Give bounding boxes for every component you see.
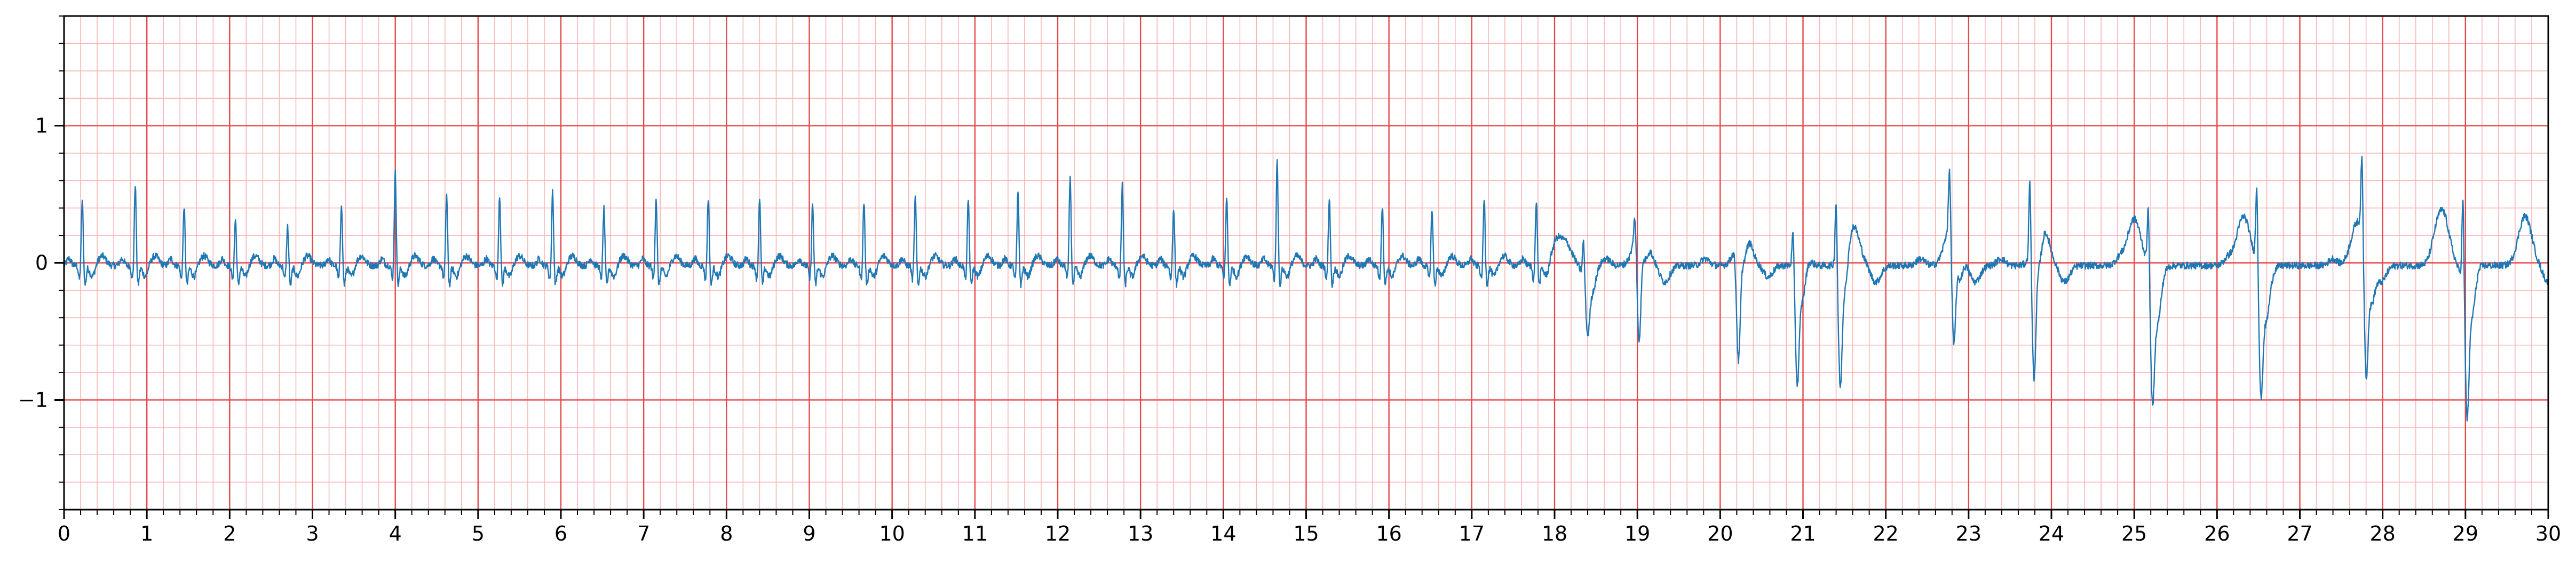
x-tick-label: 21 bbox=[1790, 522, 1816, 545]
x-tick-label: 11 bbox=[962, 522, 988, 545]
y-tick-label: 1 bbox=[35, 114, 48, 138]
axis-ticks bbox=[54, 15, 2549, 519]
x-tick-label: 22 bbox=[1873, 522, 1898, 545]
x-tick-label: 13 bbox=[1128, 522, 1153, 545]
x-tick-label: 28 bbox=[2369, 522, 2395, 545]
x-tick-label: 12 bbox=[1045, 522, 1071, 545]
x-tick-label: 17 bbox=[1459, 522, 1485, 545]
x-tick-label: 4 bbox=[389, 522, 402, 545]
x-tick-label: 14 bbox=[1210, 522, 1236, 545]
x-tick-label: 6 bbox=[554, 522, 567, 545]
x-tick-label: 15 bbox=[1293, 522, 1319, 545]
x-tick-label: 7 bbox=[637, 522, 650, 545]
x-tick-label: 23 bbox=[1956, 522, 1981, 545]
x-tick-label: 30 bbox=[2535, 522, 2561, 545]
x-tick-label: 29 bbox=[2453, 522, 2478, 545]
y-tick-label: 0 bbox=[35, 251, 48, 275]
axis-tick-labels: 0 1 2 3 4 5 6 7 8 9 10 11 12 13 14 15 16 17 18 19 20 21 22 23 24… bbox=[18, 114, 2561, 545]
x-tick-label: 26 bbox=[2204, 522, 2230, 545]
ecg-signal-layer bbox=[63, 155, 2549, 422]
ecg-signal-line bbox=[63, 155, 2549, 422]
y-tick-label: −1 bbox=[18, 388, 48, 411]
x-tick-label: 1 bbox=[140, 522, 153, 545]
x-tick-label: 8 bbox=[720, 522, 733, 545]
x-tick-label: 5 bbox=[472, 522, 485, 545]
x-tick-label: 10 bbox=[879, 522, 905, 545]
x-tick-label: 3 bbox=[306, 522, 319, 545]
x-tick-label: 9 bbox=[803, 522, 815, 545]
x-tick-label: 16 bbox=[1376, 522, 1401, 545]
x-tick-label: 19 bbox=[1624, 522, 1650, 545]
x-tick-label: 27 bbox=[2287, 522, 2312, 545]
x-tick-label: 18 bbox=[1542, 522, 1567, 545]
x-tick-label: 0 bbox=[58, 522, 70, 545]
x-tick-label: 24 bbox=[2039, 522, 2064, 545]
x-tick-label: 2 bbox=[223, 522, 236, 545]
x-tick-label: 25 bbox=[2121, 522, 2147, 545]
x-tick-label: 20 bbox=[1707, 522, 1733, 545]
